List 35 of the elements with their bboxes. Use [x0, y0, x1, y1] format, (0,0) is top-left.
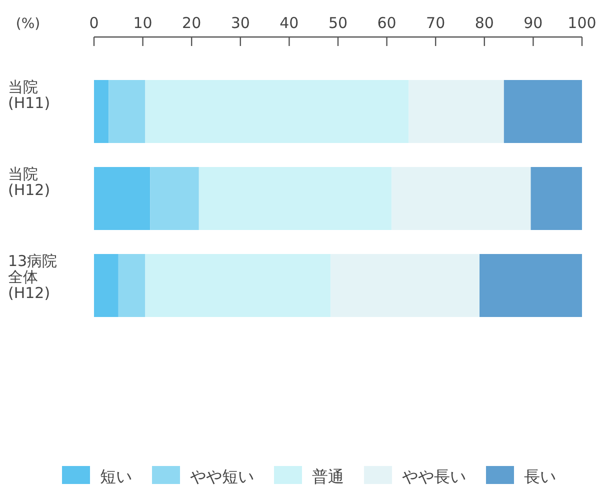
bar — [94, 80, 109, 143]
bar — [504, 80, 582, 143]
x-tick-label: 80 — [474, 14, 494, 32]
legend-label: やや長い — [402, 467, 466, 486]
bar — [330, 254, 480, 317]
x-tick-label: 40 — [280, 14, 299, 32]
legend-label: やや短い — [190, 467, 254, 486]
legend-label: 長い — [524, 467, 556, 486]
bar — [392, 167, 531, 230]
bar — [118, 254, 146, 317]
bar — [94, 167, 150, 230]
legend-label: 短い — [100, 467, 132, 486]
bar — [530, 167, 582, 230]
bar — [150, 167, 199, 230]
x-axis-title: (%) — [16, 16, 40, 32]
x-tick-label: 100 — [568, 14, 596, 32]
y-tick-label: 13病院全体(H12) — [8, 252, 58, 302]
y-tick-label: 当院(H11) — [8, 78, 50, 112]
x-tick-label: 0 — [89, 14, 99, 32]
bar — [145, 254, 331, 317]
bar — [480, 254, 582, 317]
bar — [108, 80, 146, 143]
x-tick-label: 90 — [524, 14, 543, 32]
bar — [145, 80, 409, 143]
x-tick-label: 20 — [182, 14, 202, 32]
bar — [94, 254, 118, 317]
y-tick-label: 当院(H12) — [8, 165, 50, 199]
x-tick-label: 60 — [377, 14, 396, 32]
x-tick-label: 10 — [133, 14, 152, 32]
legend-label: 普通 — [312, 467, 344, 486]
x-tick-label: 70 — [426, 14, 446, 32]
x-tick-label: 50 — [328, 14, 348, 32]
bar — [408, 80, 504, 143]
bar — [198, 167, 392, 230]
x-tick-label: 30 — [230, 14, 250, 32]
